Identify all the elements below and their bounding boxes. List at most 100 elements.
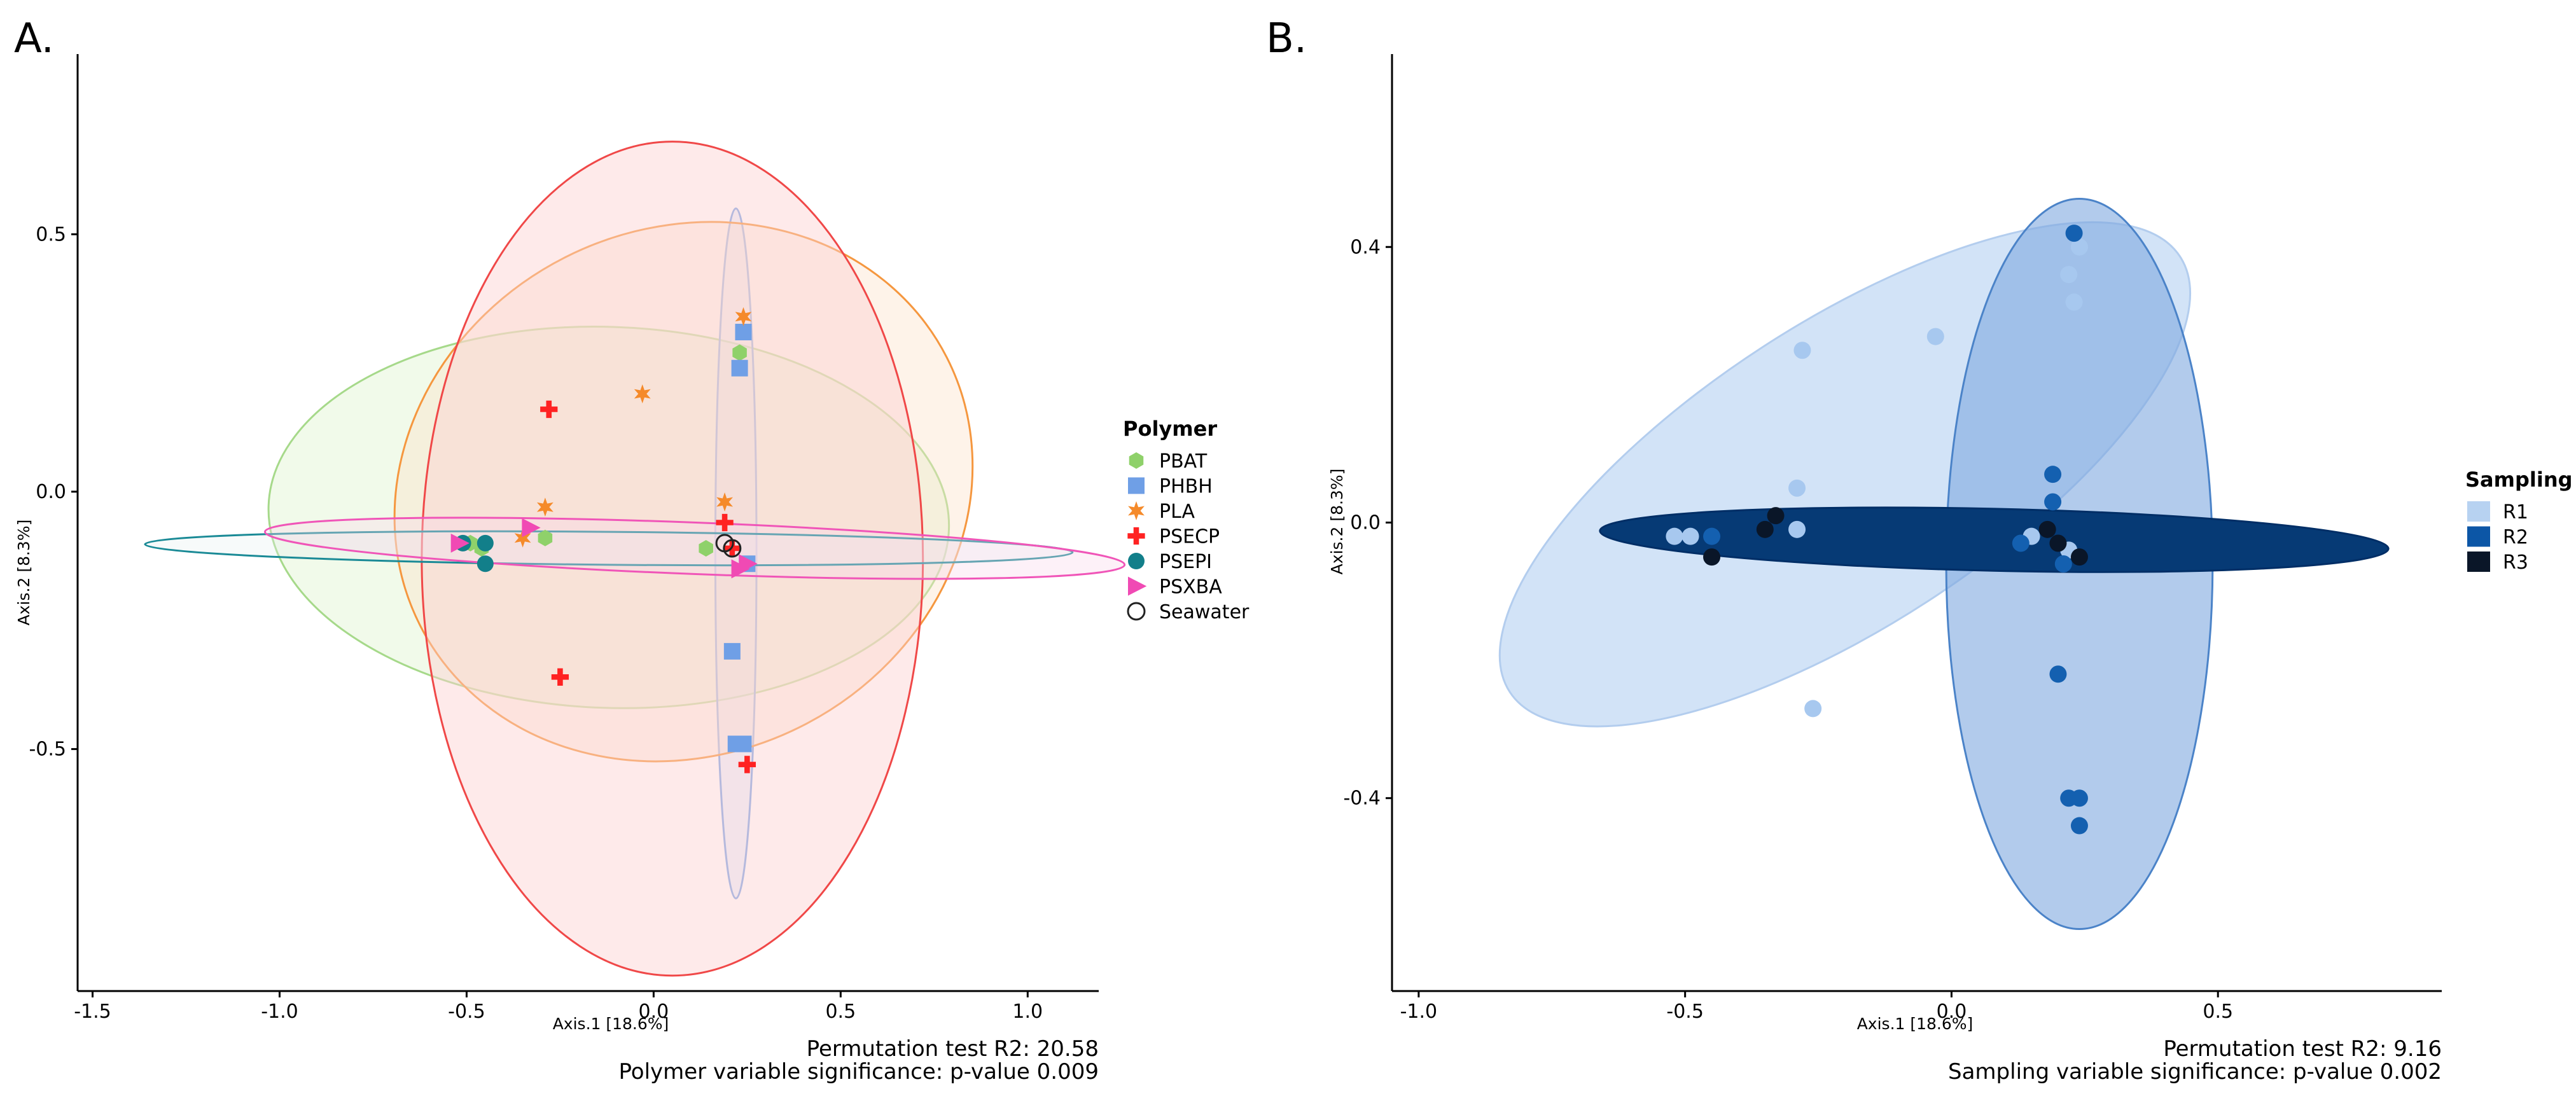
panel-b-x-tick-label: -0.5 (1666, 1001, 1704, 1023)
panel-b-x-tick-label: 0.0 (1937, 1001, 1967, 1023)
panel-a-point-pla (716, 492, 734, 512)
panel-a-point-pbat (538, 529, 553, 546)
panel-b-point-r3 (1756, 520, 1774, 538)
panel-b-points (1666, 225, 2088, 835)
panel-b-x-tick-label: 0.5 (2203, 1001, 2233, 1023)
panel-b-y-axis-label: Axis.2 [8.3%] (1328, 469, 1346, 575)
panel-a-legend-marker-seawater (1127, 602, 1146, 621)
panel-b-point-r2 (2065, 225, 2083, 242)
panel-a-point-psepi (477, 534, 494, 551)
panel-a: A. -1.5 -1.0 -0.5 0.0 0.5 1.0 0.5 0.0 -0.5 Axis.… (14, 15, 1250, 1085)
panel-a-legend-label-pla: PLA (1159, 501, 1195, 523)
panel-a-ellipse-pbat (267, 326, 950, 709)
panel-b-point-r2 (2012, 534, 2029, 552)
panel-a-legend-marker-psecp (1127, 527, 1145, 545)
panel-b-point-r2 (2049, 665, 2067, 683)
panel-a-legend: Polymer PBAT PHBH PLA PSECP PSEPI PSXBASeawat… (1123, 417, 1250, 623)
panel-b-point-r3 (2070, 548, 2088, 566)
panel-a-x-tick-label: 1.0 (1012, 1001, 1043, 1023)
panel-a-point-psecp (716, 513, 734, 532)
panel-a-point-pbat (732, 344, 747, 361)
panel-b-point-r1 (1926, 328, 1944, 345)
panel-a-point-psxba (522, 518, 541, 538)
panel-b-point-r1 (1788, 479, 1806, 497)
panel-b-ellipses (1498, 197, 2390, 931)
panel-b-legend-title: Sampling (2465, 468, 2573, 492)
panel-b-point-r1 (1788, 520, 1806, 538)
panel-a-point-phbh (735, 735, 752, 753)
panel-b-point-r2 (1703, 527, 1721, 545)
panel-a-legend-title: Polymer (1123, 417, 1217, 441)
panel-b-point-r1 (1793, 342, 1811, 359)
panel-a-y-tick-label: 0.0 (36, 481, 66, 503)
panel-a-x-tick-label: 0.0 (639, 1001, 669, 1023)
panel-a-point-psxba (739, 554, 758, 574)
panel-b-legend-label-r3: R3 (2503, 551, 2528, 574)
panel-a-axes: -1.5 -1.0 -0.5 0.0 0.5 1.0 0.5 0.0 -0.5 (29, 54, 1099, 1023)
panel-a-legend-marker-pla (1128, 501, 1145, 520)
panel-a-significance: Polymer variable significance: p-value 0… (618, 1059, 1099, 1085)
panel-a-point-phbh (731, 359, 748, 377)
panel-a-x-tick-label: -0.5 (448, 1001, 485, 1023)
panel-b-point-r2 (2054, 555, 2072, 572)
panel-a-point-psxba (450, 533, 470, 553)
panel-a-point-phbh (735, 324, 752, 341)
panel-b-point-r2 (2044, 493, 2062, 511)
panel-a-point-psecp (540, 400, 558, 419)
panel-b-point-r2 (2044, 466, 2062, 483)
panel-a-y-tick-label: -0.5 (29, 739, 66, 761)
panel-b-legend-label-r1: R1 (2503, 501, 2528, 524)
panel-b-point-r2 (2070, 789, 2088, 807)
panel-b-point-r3 (1767, 507, 1785, 525)
panel-b-label: B. (1266, 15, 1307, 62)
panel-a-x-tick-label: -1.0 (261, 1001, 298, 1023)
panel-b-point-r1 (2060, 266, 2078, 284)
panel-b-significance: Sampling variable significance: p-value … (1948, 1059, 2442, 1085)
panel-a-point-seawater (723, 539, 742, 558)
panel-a-point-pbat (699, 539, 713, 557)
panel-a-legend-label-psxba: PSXBA (1159, 576, 1222, 599)
panel-b-legend-label-r2: R2 (2503, 527, 2528, 549)
panel-b-x-axis-label: Axis.1 [18.6%] (1857, 1015, 1974, 1033)
panel-a-point-psepi (477, 555, 494, 572)
panel-a-legend-label-seawater: Seawater (1159, 601, 1250, 623)
panel-b: B. -1.0 -0.5 0.0 0.5 0.4 0.0 -0.4 Axis.1 [18.6… (1266, 15, 2573, 1085)
panel-b-permutation-stat: Permutation test R2: 9.16 (2163, 1036, 2442, 1062)
panel-a-legend-label-pbat: PBAT (1159, 450, 1208, 473)
panel-b-axes: -1.0 -0.5 0.0 0.5 0.4 0.0 -0.4 (1343, 54, 2442, 1023)
panel-b-point-r3 (2049, 534, 2067, 552)
panel-a-x-tick-label: 0.5 (825, 1001, 856, 1023)
panel-b-point-r1 (1666, 527, 1683, 545)
panel-a-ellipse-phbh (714, 207, 758, 899)
panel-b-y-tick-label: 0.4 (1350, 236, 1381, 258)
panel-a-legend-label-psepi: PSEPI (1159, 551, 1212, 573)
panel-a-legend-marker-psxba (1128, 576, 1147, 596)
panel-a-point-psecp (738, 756, 756, 773)
panel-a-x-axis-label: Axis.1 [18.6%] (553, 1015, 669, 1033)
panel-a-ellipse-psepi (144, 530, 1074, 567)
panel-b-y-tick-label: 0.0 (1350, 512, 1381, 534)
panel-a-y-axis-label: Axis.2 [8.3%] (15, 520, 33, 626)
panel-a-ellipses (144, 141, 1126, 977)
panel-b-point-r1 (1804, 700, 1822, 718)
panel-b-point-r2 (2070, 817, 2088, 835)
panel-b-point-r3 (2038, 520, 2056, 538)
panel-a-legend-label-psecp: PSECP (1159, 526, 1220, 548)
panel-a-ellipse-pla (393, 221, 974, 763)
panel-a-legend-marker-phbh (1128, 477, 1145, 494)
panel-a-label: A. (14, 15, 54, 62)
panel-a-point-pla (514, 528, 531, 548)
panel-a-y-tick-label: 0.5 (36, 223, 66, 246)
panel-a-legend-marker-pbat (1129, 452, 1144, 469)
panel-b-legend-swatch-r2 (2467, 526, 2490, 547)
panel-a-points (450, 307, 758, 773)
panel-a-ellipse-psxba (263, 517, 1126, 580)
panel-b-point-r1 (2065, 293, 2083, 311)
panel-b-point-r3 (1703, 548, 1721, 566)
panel-a-legend-label-phbh: PHBH (1159, 476, 1213, 498)
panel-b-x-tick-label: -1.0 (1400, 1001, 1438, 1023)
panel-b-y-tick-label: -0.4 (1343, 787, 1381, 810)
panel-b-point-r1 (1681, 527, 1699, 545)
